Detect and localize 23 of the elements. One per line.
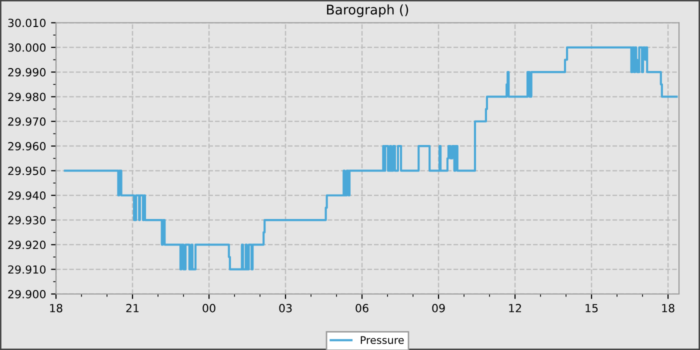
y-tick-label: 29.970 (8, 117, 46, 126)
y-tick-label: 29.900 (8, 290, 46, 298)
x-tick-label: 18 (662, 304, 674, 312)
y-tick-label: 29.950 (8, 166, 46, 176)
y-tick-label: 30.010 (8, 18, 46, 28)
y-tick-label: 29.960 (8, 142, 46, 150)
y-tick-label: 30.000 (8, 43, 46, 52)
x-tick-label: 03 (279, 304, 292, 312)
legend-label: Pressure (360, 336, 404, 344)
y-tick-label: 29.930 (8, 216, 46, 224)
chart-title: Barograph () (327, 4, 408, 18)
x-tick-label: 21 (126, 304, 139, 312)
x-tick-label: 18 (50, 304, 62, 312)
y-tick-label: 29.980 (8, 92, 46, 102)
x-tick-label: 00 (202, 304, 216, 312)
y-tick-label: 29.990 (8, 68, 46, 76)
y-tick-label: 29.920 (8, 240, 46, 250)
y-tick-label: 29.940 (8, 191, 46, 200)
x-tick-label: 15 (586, 304, 598, 312)
x-tick-label: 09 (432, 304, 445, 312)
x-tick-label: 06 (356, 304, 368, 312)
y-tick-label: 29.910 (8, 265, 46, 274)
x-tick-label: 12 (509, 304, 521, 312)
